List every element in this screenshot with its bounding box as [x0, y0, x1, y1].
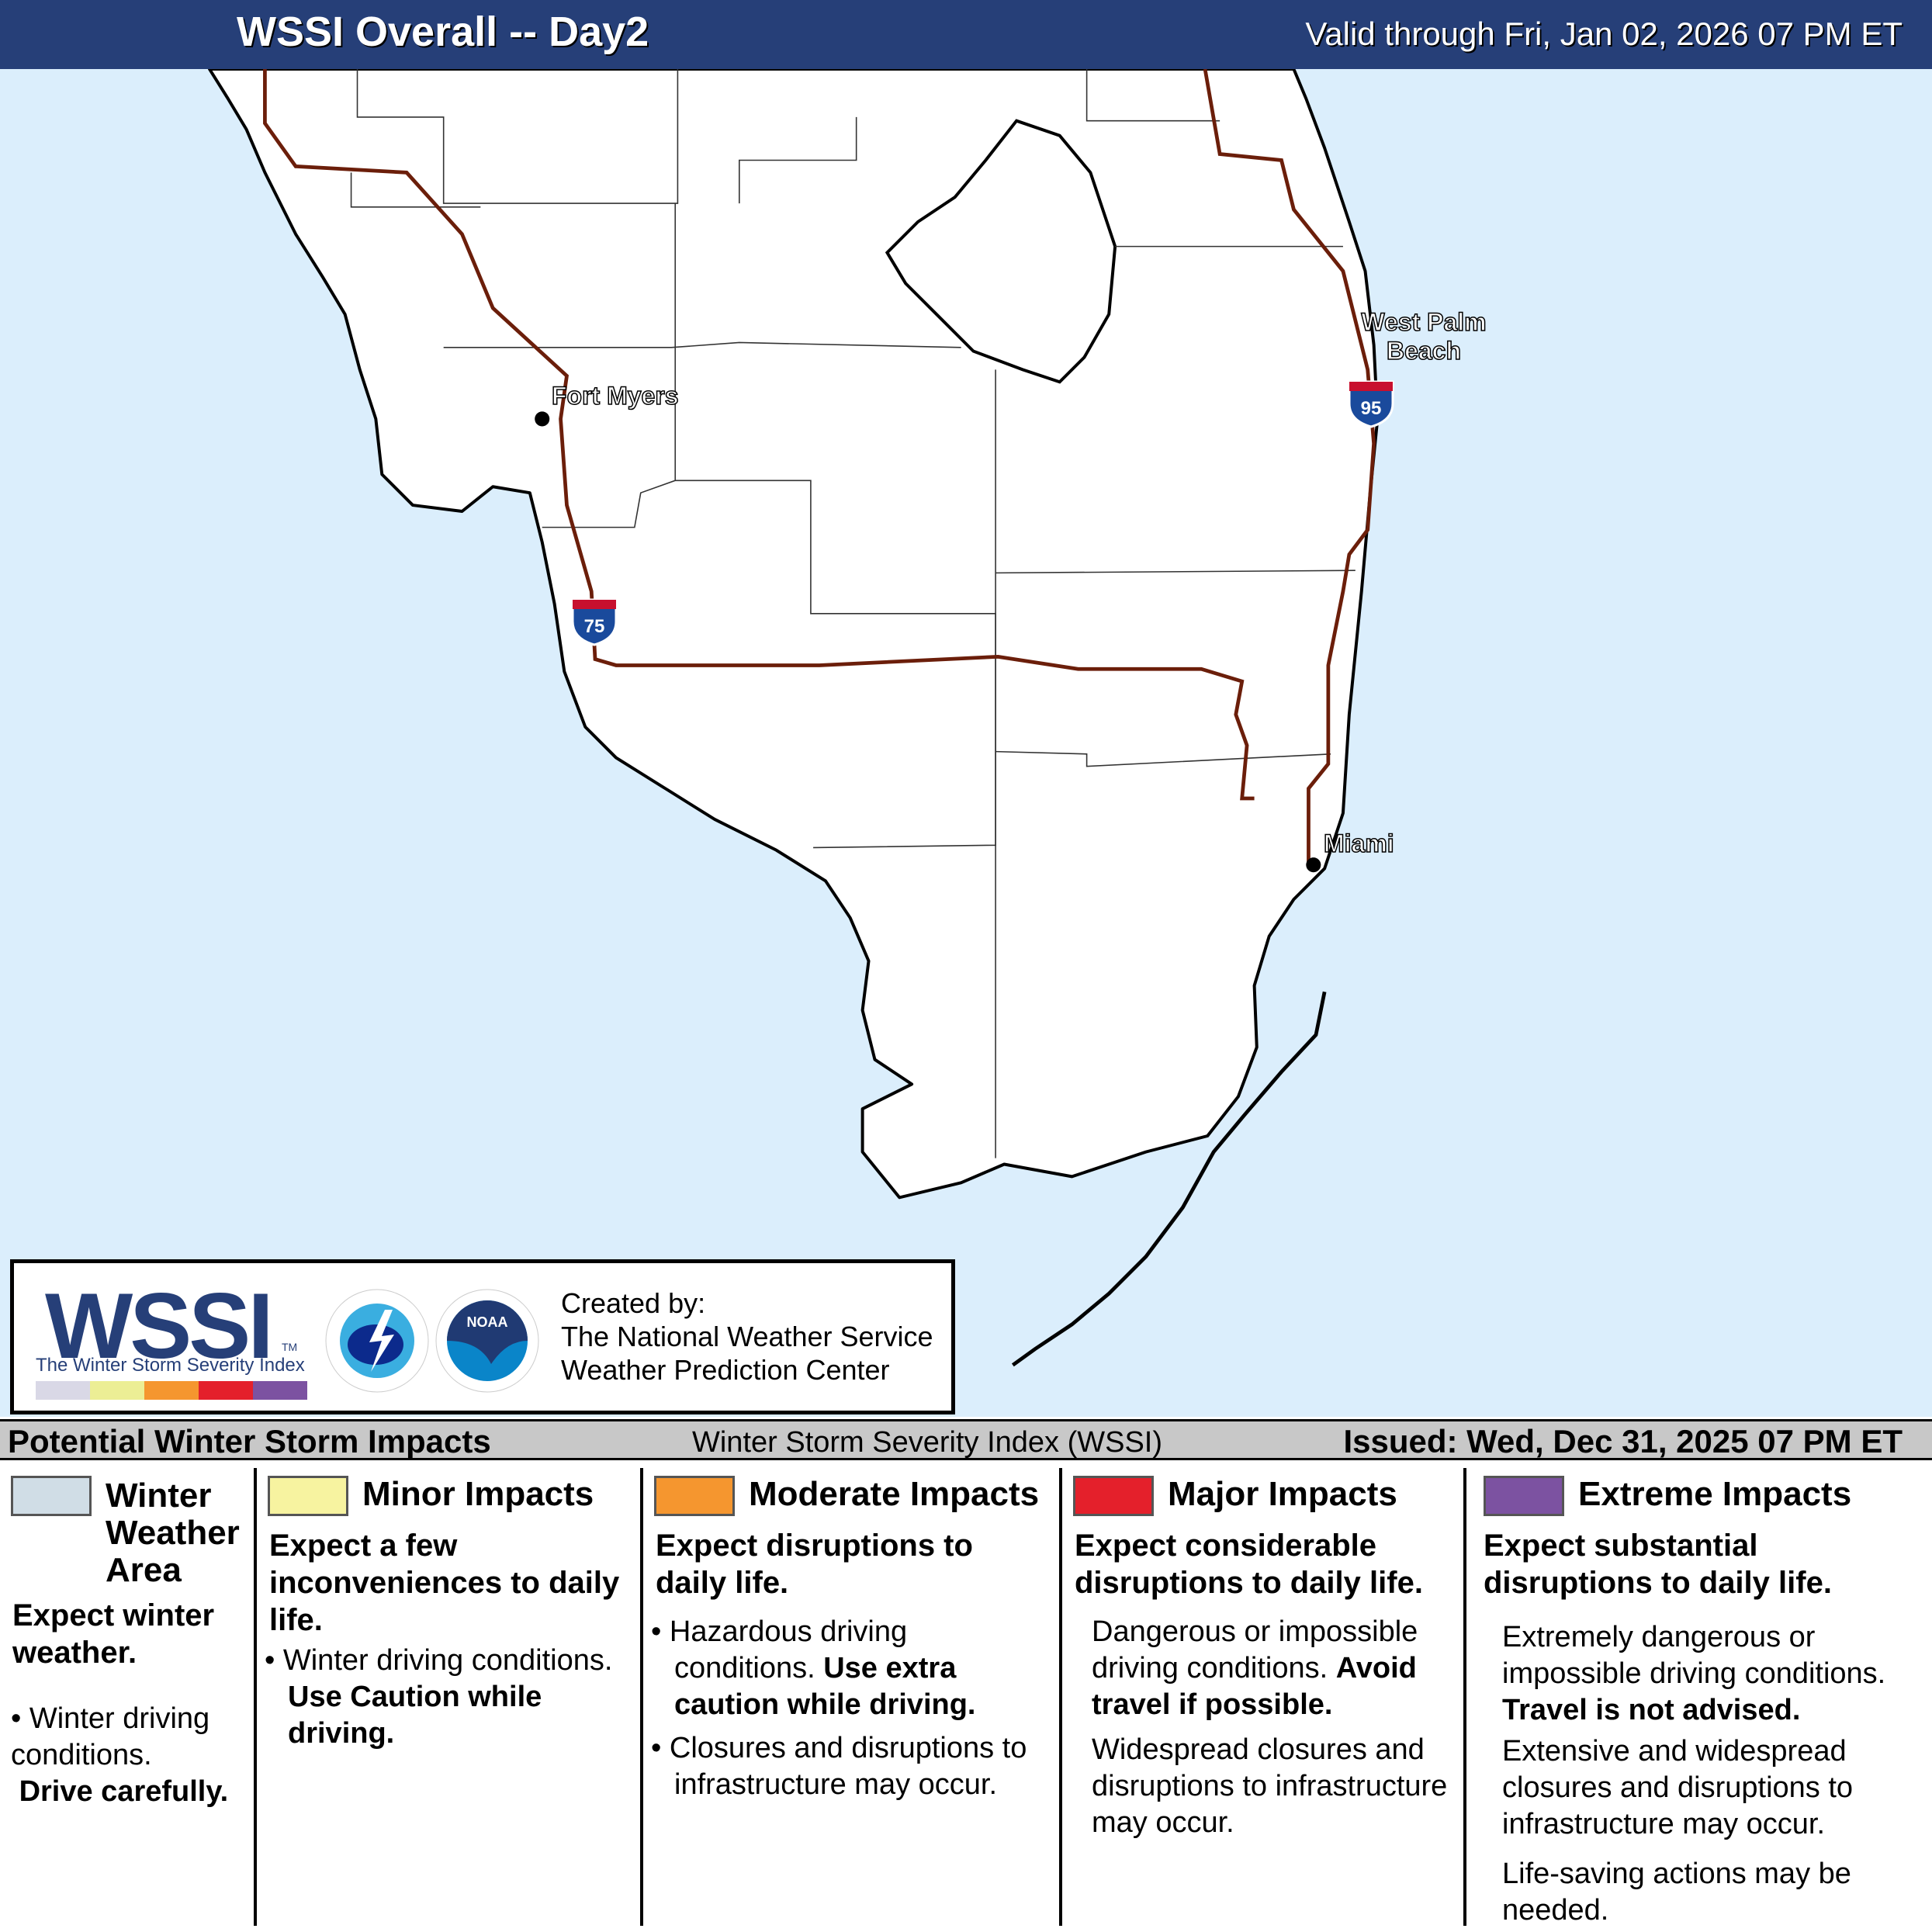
legend-major-impacts: Major Impacts Expect considerable disrup… — [1062, 1460, 1463, 1932]
color-swatch — [654, 1476, 735, 1516]
color-swatch — [268, 1476, 348, 1516]
wssi-subtitle: The Winter Storm Severity Index — [36, 1355, 305, 1376]
category-lead: Expect considerable disruptions to daily… — [1075, 1529, 1423, 1600]
interstate-95-shield: 95 — [1346, 379, 1396, 428]
legend-moderate-impacts: Moderate Impacts Expect disruptions to d… — [643, 1460, 1059, 1932]
legend-minor-impacts: Minor Impacts Expect a few inconvenience… — [257, 1460, 640, 1932]
category-lead: Expect substantial disruptions to daily … — [1484, 1529, 1832, 1600]
category-bullet: • Winter driving conditions. Use Caution… — [265, 1644, 613, 1750]
category-text: Dangerous or impossible driving conditio… — [1092, 1615, 1418, 1721]
valid-time: Valid through Fri, Jan 02, 2026 07 PM ET — [1305, 16, 1903, 52]
wssi-color-bar — [36, 1381, 307, 1400]
florida-keys — [1011, 991, 1327, 1367]
divider — [640, 1468, 643, 1926]
category-lead: Expect disruptions to daily life. — [656, 1529, 973, 1600]
legend-index-name: Winter Storm Severity Index (WSSI) — [692, 1426, 1163, 1459]
divider — [254, 1468, 257, 1926]
org-nws: The National Weather Service — [561, 1321, 933, 1352]
svg-text:75: 75 — [584, 616, 605, 637]
map-title: WSSI Overall -- Day2 — [237, 9, 649, 55]
color-swatch — [1073, 1476, 1154, 1516]
legend-header: Potential Winter Storm Impacts Winter St… — [0, 1419, 1932, 1460]
org-wpc: Weather Prediction Center — [561, 1354, 890, 1386]
category-title: Major Impacts — [1168, 1475, 1397, 1513]
svg-text:NOAA: NOAA — [467, 1314, 508, 1330]
category-text: Widespread closures and disruptions to i… — [1092, 1733, 1448, 1839]
city-west-palm-beach: West Palm Beach — [1361, 307, 1487, 365]
issued-time: Issued: Wed, Dec 31, 2025 07 PM ET — [1343, 1423, 1903, 1459]
map: Fort Myers West Palm Beach Miami 75 95 — [0, 68, 1932, 1417]
divider — [1463, 1468, 1466, 1926]
created-by-label: Created by: — [561, 1287, 706, 1319]
category-text: Extensive and widespread closures and di… — [1502, 1735, 1854, 1840]
credits-box: WSSI TM The Winter Storm Severity Index … — [10, 1259, 955, 1414]
category-lead: Expect a few inconveniences to daily lif… — [269, 1529, 620, 1637]
noaa-logo-icon: NOAA — [435, 1289, 539, 1393]
legend-title: Potential Winter Storm Impacts — [8, 1423, 491, 1459]
category-bullet: • Winter driving conditions. Drive caref… — [11, 1702, 229, 1808]
header-bar: WSSI Overall -- Day2 Valid through Fri, … — [0, 0, 1932, 69]
trademark: TM — [282, 1341, 298, 1353]
wssi-logo: WSSI — [45, 1274, 274, 1378]
miami-dot — [1306, 857, 1321, 873]
category-bullet: • Closures and disruptions to infrastruc… — [651, 1732, 1027, 1801]
lake-okeechobee — [885, 119, 1117, 384]
credits-text: Created by: The National Weather Service… — [561, 1286, 933, 1387]
category-lead: Expect winter weather. — [12, 1598, 215, 1670]
legend-winter-weather-area: Winter Weather Area Expect winter weathe… — [0, 1460, 254, 1932]
color-swatch — [1484, 1476, 1564, 1516]
svg-text:95: 95 — [1361, 398, 1382, 419]
map-canvas — [207, 68, 1380, 1367]
category-title: Moderate Impacts — [749, 1475, 1040, 1513]
interstate-75-shield: 75 — [570, 597, 619, 646]
city-miami: Miami — [1323, 829, 1394, 857]
category-bullet: • Hazardous driving conditions. Use extr… — [651, 1615, 976, 1721]
fort-myers-dot — [535, 411, 550, 427]
city-fort-myers: Fort Myers — [551, 381, 679, 410]
category-text: Extremely dangerous or impossible drivin… — [1502, 1621, 1886, 1726]
category-title: Minor Impacts — [362, 1475, 594, 1513]
nws-logo-icon — [325, 1289, 429, 1393]
county-lines — [350, 69, 1356, 1158]
color-swatch — [11, 1476, 92, 1516]
category-text: Life-saving actions may be needed. — [1502, 1858, 1851, 1927]
interstate-95-route — [1203, 68, 1376, 863]
land-florida — [207, 68, 1380, 1200]
divider — [1059, 1468, 1062, 1926]
legend-extreme-impacts: Extreme Impacts Expect substantial disru… — [1466, 1460, 1932, 1932]
interstate-75-route — [263, 69, 1255, 801]
category-title: Winter Weather Area — [106, 1477, 240, 1589]
category-title: Extreme Impacts — [1578, 1475, 1852, 1513]
